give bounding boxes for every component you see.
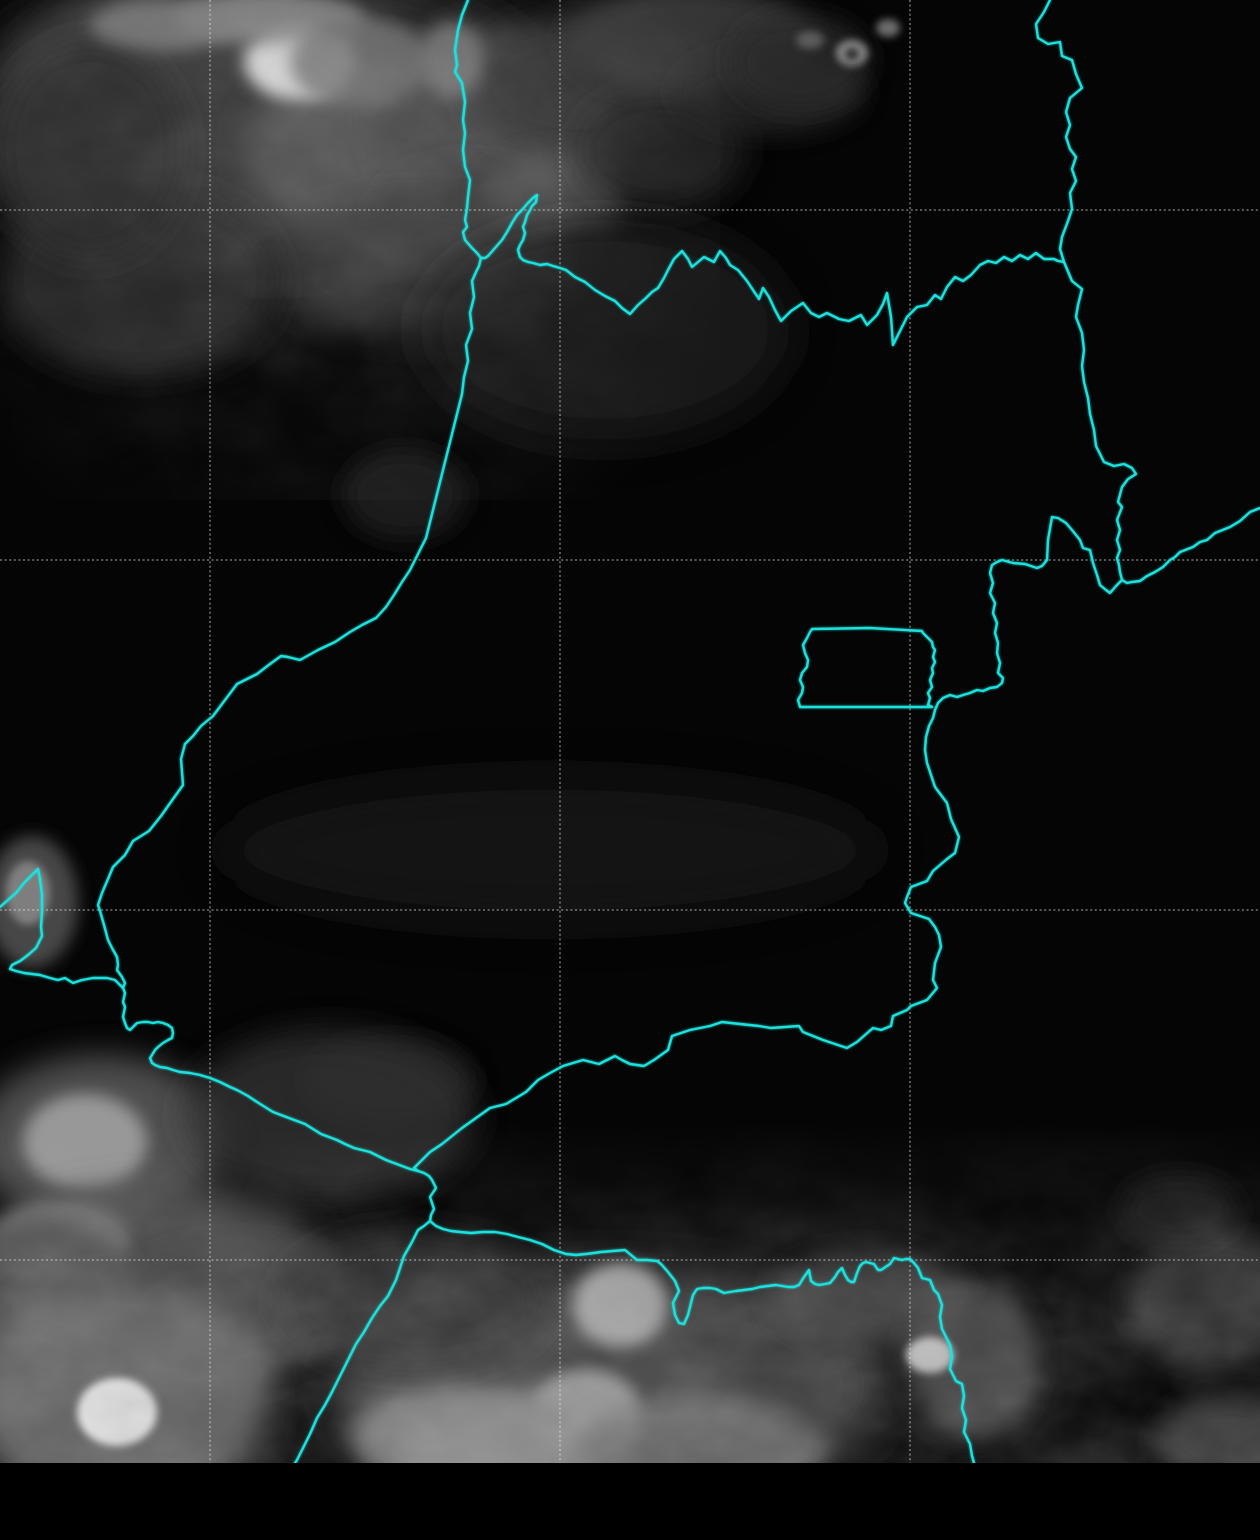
boundary-federal-district-border: [796, 626, 937, 709]
boundary-goias-east-and-south-border: [412, 260, 1138, 1223]
boundary-river-southwest-branch: [293, 1219, 432, 1463]
boundary-goias-southwest-border: [0, 867, 420, 1173]
cloud-patch: [6, 861, 50, 925]
satellite-map-canvas: [0, 0, 1260, 1463]
latlon-gridlines: [0, 0, 1260, 1463]
boundary-paranaiba-river-south: [428, 1219, 976, 1463]
cloud-patch: [796, 31, 824, 49]
boundary-northeast-diagonal-border: [1120, 506, 1260, 585]
cloud-patch: [876, 19, 900, 37]
cloud-texture-top: [0, 0, 720, 500]
boundary-goias-north-border: [479, 193, 1066, 347]
boundary-goias-west-border: [96, 256, 483, 990]
boundary-lines: [0, 0, 1260, 1463]
boundary-araguaia-river-north: [453, 0, 483, 260]
satellite-map: [0, 0, 1260, 1463]
boundary-goias-east-border-north: [1034, 0, 1084, 264]
cloud-patch: [220, 775, 880, 925]
caption-bar: GOES-16 Band 10 Brightness Temperature […: [0, 1463, 1260, 1540]
cloud-texture-bottom: [0, 1120, 1260, 1463]
cloud-patch: [730, 14, 870, 110]
cloud-patch: [845, 48, 859, 60]
